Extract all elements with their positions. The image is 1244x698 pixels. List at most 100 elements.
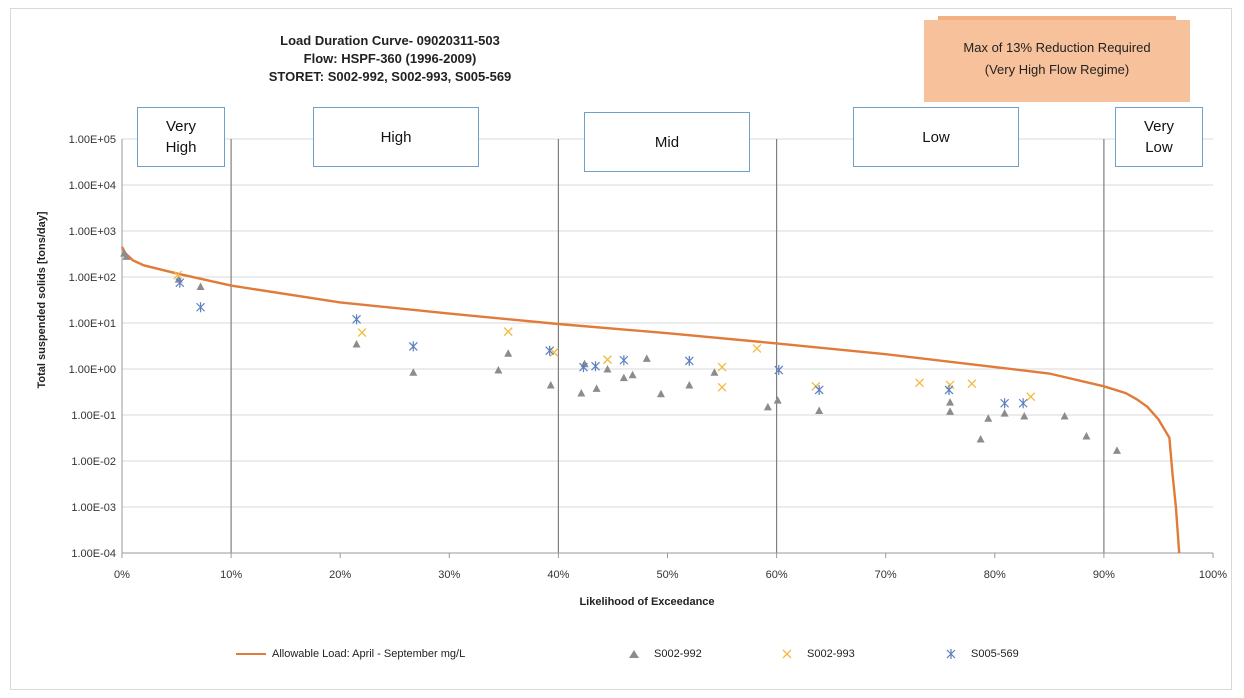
data-point-s005-569 [545, 345, 555, 356]
data-point-s005-569 [944, 384, 954, 395]
data-point-s002-992 [494, 366, 503, 374]
data-point-s005-569 [619, 355, 629, 366]
data-point-s005-569 [196, 302, 205, 313]
y-tick-label: 1.00E+02 [69, 272, 116, 284]
data-point-s002-992 [1020, 412, 1029, 420]
data-point-s005-569 [408, 341, 418, 352]
x-axis-title: Likelihood of Exceedance [579, 596, 715, 608]
legend-line-swatch [236, 653, 266, 655]
y-tick-label: 1.00E+00 [69, 364, 116, 376]
data-point-s002-992 [656, 389, 665, 398]
allowable-load-line [120, 246, 1181, 554]
data-point-s005-569 [774, 365, 784, 376]
x-tick-label: 50% [656, 569, 678, 581]
legend-label-s002-993: S002-993 [807, 648, 855, 660]
data-point-s002-993 [717, 362, 727, 372]
data-point-s002-992 [546, 380, 555, 389]
regime-very-high: Very High [137, 107, 225, 167]
x-tick-label: 90% [1093, 569, 1115, 581]
data-point-s002-993 [967, 379, 977, 389]
y-axis-title: Total suspended solids [tons/day] [36, 211, 48, 389]
data-point-s002-992 [946, 407, 955, 415]
legend-x-swatch [782, 649, 792, 659]
x-tick-label: 0% [114, 569, 130, 581]
y-tick-label: 1.00E+01 [69, 318, 116, 330]
regime-high: High [313, 107, 479, 167]
data-point-s002-992 [603, 365, 612, 373]
data-point-s002-992 [628, 370, 637, 379]
y-tick-label: 1.00E-01 [71, 410, 116, 422]
legend-item-s005-569: S005-569 [945, 648, 1019, 660]
data-point-s005-569 [684, 355, 694, 366]
data-point-s002-992 [352, 339, 361, 348]
chart-frame [10, 8, 1232, 690]
data-point-s005-569 [175, 277, 185, 288]
callout-line-2: (Very High Flow Regime) [984, 62, 1130, 77]
x-tick-label: 80% [984, 569, 1006, 581]
legend-label-s002-992: S002-992 [654, 648, 702, 660]
data-point-s002-992 [409, 368, 418, 376]
regime-very-low: Very Low [1115, 107, 1203, 167]
callout-line-1: Max of 13% Reduction Required [963, 40, 1151, 55]
data-point-s002-992 [1112, 446, 1121, 454]
y-tick-label: 1.00E+05 [69, 134, 116, 146]
data-point-s002-992 [1082, 431, 1091, 440]
data-point-s002-993 [503, 327, 513, 337]
x-tick-label: 30% [438, 569, 460, 581]
data-point-s002-992 [815, 406, 824, 415]
legend-item-allowable-load: Allowable Load: April - September mg/L [236, 648, 465, 660]
data-point-s002-992 [196, 282, 205, 291]
data-point-s005-569 [591, 361, 600, 372]
data-point-s002-992 [577, 389, 586, 397]
y-tick-label: 1.00E-02 [71, 456, 116, 468]
data-point-s002-992 [504, 349, 513, 357]
legend-item-s002-993: S002-993 [781, 648, 855, 660]
data-point-s002-992 [619, 373, 628, 382]
data-point-s002-992 [592, 384, 601, 392]
data-point-s002-992 [1060, 412, 1069, 420]
data-point-s002-992 [984, 414, 993, 422]
legend-triangle-swatch [629, 650, 639, 658]
legend-label-allowable-load: Allowable Load: April - September mg/L [272, 648, 466, 660]
data-point-s002-992 [122, 252, 131, 260]
x-tick-label: 10% [220, 569, 242, 581]
x-tick-label: 100% [1199, 569, 1227, 581]
legend-asterisk-swatch [946, 649, 956, 659]
legend-label-s005-569: S005-569 [971, 648, 1019, 660]
data-point-s002-993 [603, 355, 612, 365]
data-point-s005-569 [579, 362, 588, 373]
data-point-s005-569 [352, 314, 361, 325]
x-tick-label: 20% [329, 569, 351, 581]
data-point-s002-993 [915, 378, 924, 388]
data-point-s005-569 [1018, 398, 1028, 409]
data-point-s002-992 [174, 275, 183, 283]
data-point-s002-993 [357, 328, 367, 338]
legend: Allowable Load: April - September mg/L S… [0, 648, 1244, 668]
legend-item-s002-992: S002-992 [628, 648, 702, 660]
x-tick-label: 40% [547, 569, 569, 581]
x-tick-label: 60% [766, 569, 788, 581]
chart-title-line-3: STORET: S002-992, S002-993, S005-569 [268, 69, 512, 84]
data-point-s002-992 [685, 380, 694, 389]
data-point-s002-992 [1000, 409, 1009, 417]
chart-title-line-2: Flow: HSPF-360 (1996-2009) [303, 51, 477, 66]
y-tick-label: 1.00E-04 [71, 548, 116, 560]
data-point-s002-993 [717, 382, 727, 392]
data-point-s005-569 [814, 384, 824, 395]
chart-title-line-1: Load Duration Curve- 09020311-503 [280, 33, 500, 48]
y-tick-label: 1.00E-03 [71, 502, 116, 514]
y-tick-label: 1.00E+03 [69, 226, 116, 238]
y-tick-label: 1.00E+04 [69, 180, 116, 192]
x-tick-label: 70% [875, 569, 897, 581]
data-point-s005-569 [1000, 398, 1010, 409]
data-point-s002-992 [976, 435, 985, 443]
regime-mid: Mid [584, 112, 750, 172]
data-point-s002-993 [752, 343, 762, 353]
reduction-callout: Max of 13% Reduction Required (Very High… [924, 20, 1190, 102]
data-point-s002-992 [763, 402, 772, 411]
data-point-s002-992 [773, 396, 782, 404]
data-point-s002-992 [710, 368, 719, 376]
data-point-s002-993 [1026, 392, 1036, 402]
data-point-s002-992 [946, 398, 955, 406]
